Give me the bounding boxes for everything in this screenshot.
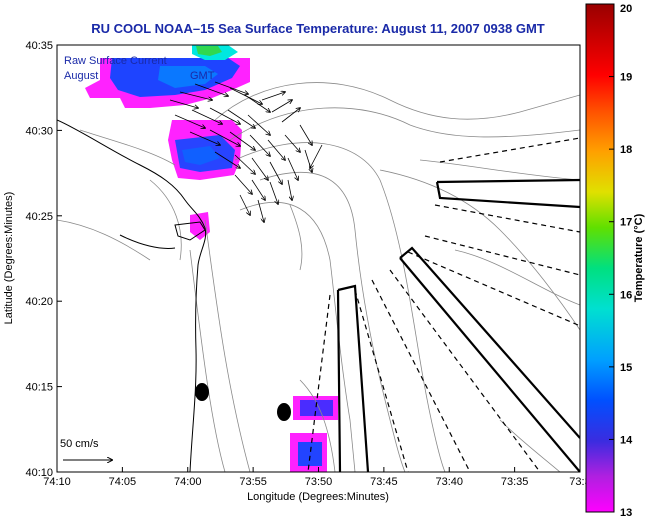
x-tick-label: 74:00 [174, 476, 202, 488]
station-dot-2 [277, 403, 291, 421]
colorbar-tick-label: 14 [620, 434, 633, 446]
x-axis-ticks: 74:10 74:05 74:00 73:55 73:50 73:45 73:40 73:35… [43, 467, 591, 488]
x-tick-label: 74:10 [43, 476, 71, 488]
figure-title: RU COOL NOAA–15 Sea Surface Temperature:… [91, 21, 545, 36]
station-dot-1 [195, 383, 209, 401]
x-tick-label: 73:55 [239, 476, 267, 488]
y-tick-label: 40:20 [25, 296, 53, 308]
y-axis-ticks: 40:35 40:30 40:25 40:20 40:15 40:10 [25, 40, 62, 479]
colorbar-tick-label: 18 [620, 144, 632, 156]
colorbar [585, 3, 615, 513]
y-tick-label: 40:10 [25, 467, 53, 479]
x-tick-label: 73:45 [370, 476, 398, 488]
colorbar-ticks: 20 19 18 17 16 15 14 13 [609, 3, 633, 518]
legend-line-2-start: August [64, 70, 98, 82]
scale-label: 50 cm/s [60, 438, 99, 450]
colorbar-tick-label: 20 [620, 3, 632, 15]
x-tick-label: 73:50 [305, 476, 333, 488]
colorbar-tick-label: 16 [620, 289, 632, 301]
coastline [57, 119, 207, 472]
sector-boundaries [336, 178, 580, 472]
colorbar-tick-label: 19 [620, 72, 632, 84]
colorbar-tick-label: 15 [620, 362, 632, 374]
radial-dashed-lines [307, 137, 580, 472]
colorbar-tick-label: 17 [620, 217, 632, 229]
x-tick-label: 73:3 [569, 476, 590, 488]
y-tick-label: 40:25 [25, 211, 53, 223]
bathymetry-contours [57, 82, 580, 472]
y-tick-label: 40:35 [25, 40, 53, 52]
legend-line-2-end: GMT [190, 70, 215, 82]
y-tick-label: 40:15 [25, 382, 53, 394]
colorbar-tick-label: 13 [620, 507, 632, 518]
x-tick-label: 73:35 [501, 476, 529, 488]
x-axis-label: Longitude (Degrees:Minutes) [247, 491, 389, 503]
current-vectors [169, 81, 323, 222]
y-axis-label: Latitude (Degrees:Minutes) [3, 192, 15, 325]
colorbar-label: Temperature (°C) [633, 213, 645, 302]
map-plot-area: Raw Surface Current August GMT 50 cm/s [57, 45, 580, 472]
y-tick-label: 40:30 [25, 125, 53, 137]
legend-line-1: Raw Surface Current [64, 55, 167, 67]
x-tick-label: 73:40 [435, 476, 463, 488]
x-tick-label: 74:05 [109, 476, 137, 488]
